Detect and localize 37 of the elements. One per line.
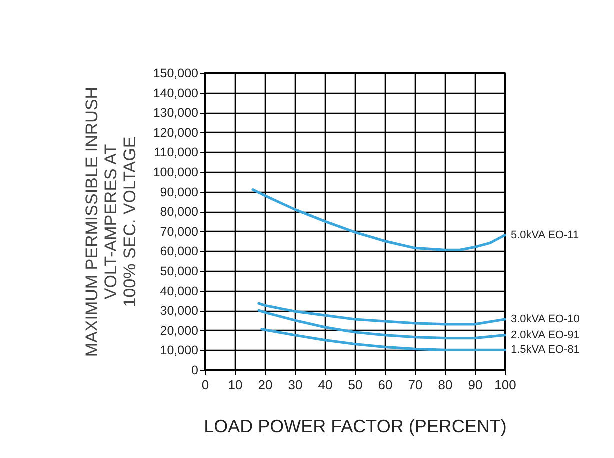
series-label: 1.5kVA EO-81 xyxy=(511,344,580,356)
y-tick-label: 110,000 xyxy=(154,146,199,160)
y-tick-label: 30,000 xyxy=(160,304,199,318)
y-tick-label: 0 xyxy=(192,364,199,378)
y-tick-label: 20,000 xyxy=(160,324,199,338)
x-tick-label: 50 xyxy=(348,378,363,392)
x-tick-label: 0 xyxy=(202,378,210,392)
y-tick-label: 150,000 xyxy=(153,66,199,80)
y-tick-label: 120,000 xyxy=(153,126,199,140)
y-tick-label: 80,000 xyxy=(160,205,199,220)
x-tick-label: 40 xyxy=(318,378,333,392)
x-tick-label: 100 xyxy=(494,378,516,392)
x-tick-label: 70 xyxy=(408,378,423,392)
x-tick-label: 30 xyxy=(288,378,303,392)
line-series xyxy=(258,302,506,326)
x-axis-title: LOAD POWER FACTOR (PERCENT) xyxy=(204,416,507,436)
series-label: 3.0kVA EO-10 xyxy=(511,314,580,326)
series-label: 5.0kVA EO-11 xyxy=(511,229,580,242)
x-tick-label: 10 xyxy=(228,378,243,392)
x-tick-label: 90 xyxy=(468,378,483,392)
y-tick-label: 40,000 xyxy=(160,284,199,298)
y-tick-label: 10,000 xyxy=(160,344,199,358)
line-series xyxy=(252,188,506,252)
y-tick-label: 100,000 xyxy=(153,166,199,180)
y-tick-label: 140,000 xyxy=(153,86,199,100)
line-series xyxy=(258,309,506,340)
x-tick-label: 80 xyxy=(438,378,453,392)
series-label: 2.0kVA EO-91 xyxy=(511,329,580,342)
x-tick-label: 60 xyxy=(378,378,393,392)
y-tick-label: 70,000 xyxy=(160,224,199,239)
y-tick-label: 90,000 xyxy=(160,185,199,200)
y-tick-label: 50,000 xyxy=(160,264,199,278)
y-axis-title: MAXIMUM PERMISSIBLE INRUSH VOLT-AMPERES AT 100% SEC. VOLTAGE xyxy=(82,86,140,358)
y-tick-label: 60,000 xyxy=(160,244,199,259)
y-tick-label: 130,000 xyxy=(153,106,199,120)
line-series xyxy=(260,328,506,352)
x-tick-label: 20 xyxy=(258,378,273,392)
